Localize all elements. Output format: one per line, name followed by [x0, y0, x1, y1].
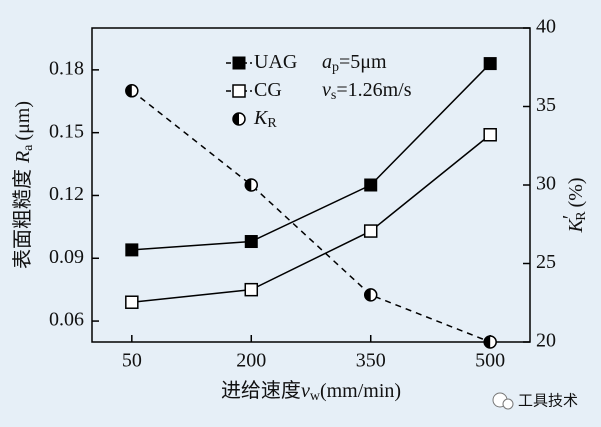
marker: [125, 295, 139, 309]
y2-label-var: K: [565, 218, 587, 234]
marker: [125, 84, 139, 98]
y-label-unit: (μm): [12, 101, 34, 141]
watermark-icon: [492, 392, 514, 410]
legend-label: UAG: [254, 51, 297, 73]
watermark: 工具技术: [518, 392, 578, 410]
x-axis-label: 进给速度vw(mm/min): [221, 379, 401, 405]
y2-tick-label: 25: [536, 251, 556, 273]
x-label-var: v: [301, 380, 310, 402]
legend-label: KR: [253, 107, 277, 132]
y-axis-label: 表面粗糙度 Ra (μm): [11, 101, 37, 269]
y2-axis-label: K′R (%): [559, 177, 590, 233]
marker: [363, 224, 378, 238]
annotation-sub: p: [332, 60, 339, 75]
annotation-text: =1.26m/s: [336, 79, 411, 101]
legend-label: CG: [254, 79, 282, 101]
y-label-text: 表面粗糙度: [11, 169, 34, 269]
marker: [364, 178, 378, 192]
y2-tick-label: 20: [536, 330, 556, 352]
x-label-sub: w: [310, 389, 321, 404]
x-tick-label: 50: [122, 350, 142, 372]
marker: [125, 243, 139, 257]
marker-half: [364, 288, 371, 301]
marker: [483, 57, 497, 71]
x-label-text: 进给速度: [221, 379, 301, 402]
marker-half: [125, 84, 132, 97]
marker: [244, 178, 259, 192]
y2-tick-label: 35: [536, 94, 556, 116]
marker: [232, 84, 246, 98]
y2-label-unit: (%): [565, 177, 587, 207]
marker-half: [484, 336, 491, 348]
marker: [244, 235, 258, 249]
y-tick-label: 0.15: [49, 120, 84, 142]
legend-name: CG: [254, 79, 282, 101]
y-tick-label: 0.06: [49, 309, 84, 331]
annotation-sub: s: [331, 88, 336, 103]
series-line: [131, 90, 491, 343]
series-line: [131, 63, 491, 251]
marker: [244, 282, 259, 297]
y-tick-label: 0.09: [49, 246, 84, 268]
annotation: ap=5μm: [322, 51, 387, 76]
annotation-var: a: [322, 51, 332, 73]
y-tick-label: 0.18: [49, 57, 84, 79]
y-label-sub: a: [21, 144, 36, 151]
legend-name: UAG: [254, 51, 297, 73]
y2-label-prime: ′: [559, 215, 581, 219]
annotation: vs=1.26m/s: [322, 79, 412, 104]
legend-subscript: R: [267, 116, 277, 131]
x-label-unit: (mm/min): [320, 380, 401, 402]
x-tick-label: 500: [475, 350, 505, 372]
y-label-var: R: [12, 151, 34, 164]
marker-half: [233, 113, 239, 125]
marker: [483, 335, 497, 349]
marker-half: [245, 179, 252, 191]
marker: [232, 56, 246, 70]
legend-name: K: [253, 107, 269, 129]
marker: [363, 288, 378, 302]
icon-part: [502, 398, 514, 410]
y2-tick-label: 30: [536, 173, 556, 195]
y2-label-sub: R: [574, 211, 589, 221]
y2-tick-label: 40: [536, 16, 556, 38]
marker: [483, 128, 497, 142]
x-tick-label: 200: [236, 350, 266, 372]
annotation-var: v: [322, 79, 331, 101]
annotation-text: =5μm: [339, 51, 387, 73]
y-tick-label: 0.12: [49, 183, 84, 205]
series-line: [131, 134, 491, 303]
x-tick-label: 350: [356, 350, 386, 372]
marker: [232, 112, 246, 126]
